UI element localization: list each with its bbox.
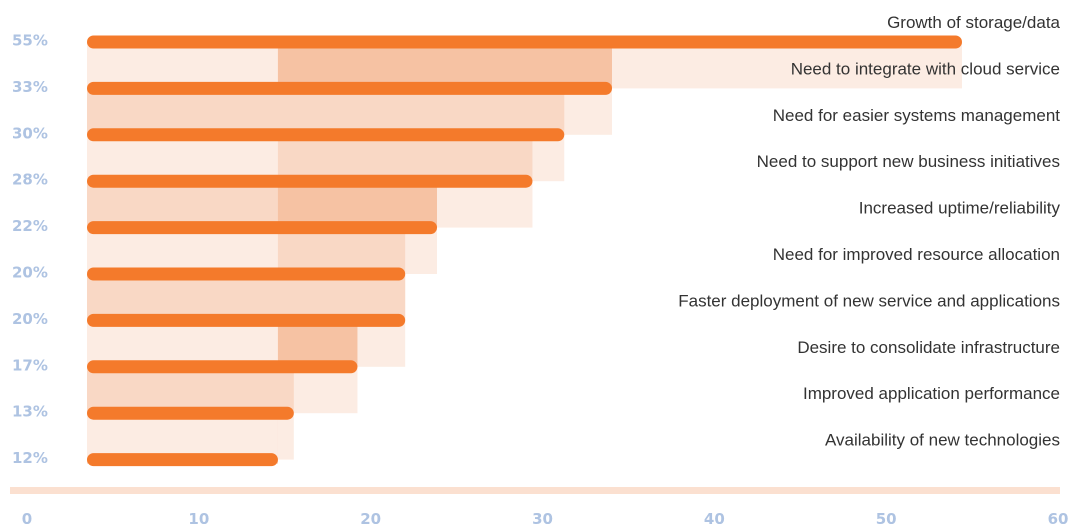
value-labels: 55% 33% 30% 28% 22% 20% 20% 17% 13% 12% (12, 32, 48, 468)
x-tick-label: 50 (876, 510, 897, 528)
band-left (87, 134, 278, 182)
category-label: Need for easier systems management (773, 106, 1061, 125)
x-tick-label: 40 (704, 510, 725, 528)
value-label: 17% (12, 356, 48, 374)
value-label: 55% (12, 32, 48, 50)
x-tick-label: 10 (188, 510, 209, 528)
band-left (87, 42, 278, 89)
band-left (87, 366, 278, 414)
bars (87, 35, 962, 467)
category-label: Growth of storage/data (887, 13, 1060, 32)
category-label: Need to integrate with cloud service (791, 59, 1060, 78)
value-label: 33% (12, 78, 48, 96)
x-axis-ticks: 0 10 20 30 40 50 60 (22, 510, 1069, 528)
value-label: 12% (12, 449, 48, 467)
value-label: 28% (12, 171, 48, 189)
category-label: Need to support new business initiatives (757, 152, 1060, 171)
bar (87, 313, 406, 327)
category-label: Desire to consolidate infrastructure (797, 338, 1060, 357)
bar (87, 453, 278, 467)
category-label: Faster deployment of new service and app… (678, 291, 1060, 310)
x-tick-label: 20 (360, 510, 381, 528)
bar (87, 221, 437, 235)
background-bands (87, 42, 962, 464)
category-label: Increased uptime/reliability (859, 199, 1061, 218)
value-label: 22% (12, 217, 48, 235)
category-label: Improved application performance (803, 384, 1060, 403)
x-tick-label: 0 (22, 510, 32, 528)
band-left (87, 413, 278, 460)
band-left (87, 227, 278, 274)
band-left (87, 320, 278, 367)
x-tick-label: 30 (532, 510, 553, 528)
bar (87, 360, 358, 374)
category-label: Need for improved resource allocation (773, 245, 1060, 264)
value-label: 20% (12, 264, 48, 282)
value-label: 30% (12, 124, 48, 142)
bar (87, 35, 962, 49)
band-left (87, 88, 278, 135)
bar (87, 174, 533, 188)
x-tick-label: 60 (1048, 510, 1069, 528)
band-left (87, 181, 278, 228)
category-labels: Growth of storage/data Need to integrate … (678, 13, 1060, 450)
bar (87, 267, 406, 281)
bar (87, 81, 612, 95)
value-label: 20% (12, 310, 48, 328)
bar (87, 406, 294, 420)
bar (87, 128, 565, 142)
band-left (87, 274, 278, 321)
x-axis-line (10, 487, 1060, 494)
value-label: 13% (12, 403, 48, 421)
category-label: Availability of new technologies (825, 431, 1060, 450)
